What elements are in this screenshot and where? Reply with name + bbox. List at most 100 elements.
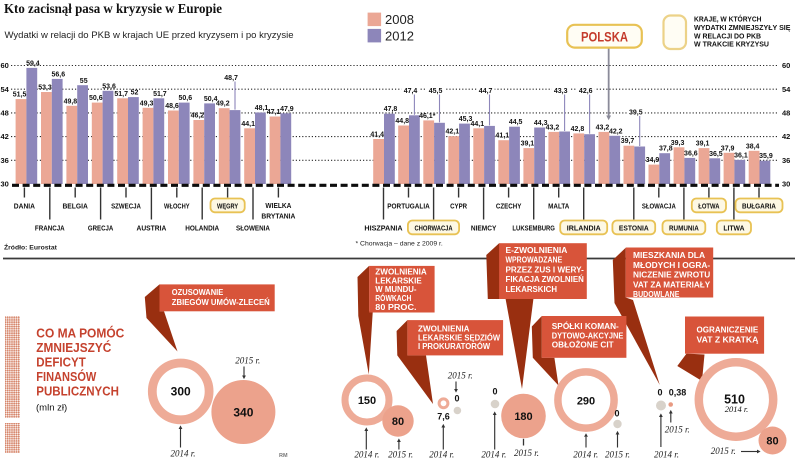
svg-text:2014 r.: 2014 r.: [170, 449, 195, 459]
svg-text:80: 80: [392, 416, 404, 428]
svg-text:CHORWACJA: CHORWACJA: [414, 226, 452, 233]
svg-text:48: 48: [782, 109, 790, 118]
svg-text:2015 r.: 2015 r.: [711, 446, 736, 456]
svg-text:30: 30: [782, 180, 790, 189]
svg-text:30: 30: [1, 180, 9, 189]
svg-text:48,6: 48,6: [165, 103, 179, 110]
svg-text:2015 r.: 2015 r.: [514, 448, 539, 458]
svg-text:DYTOWO-AKCYJNE: DYTOWO-AKCYJNE: [552, 331, 624, 340]
svg-text:0: 0: [614, 409, 619, 419]
svg-text:80: 80: [766, 435, 778, 447]
svg-text:2008: 2008: [385, 12, 414, 27]
svg-text:ŁOTWA: ŁOTWA: [698, 204, 719, 211]
svg-text:FINANSÓW: FINANSÓW: [36, 369, 97, 384]
svg-text:WPROWADZANE: WPROWADZANE: [506, 256, 563, 265]
svg-text:WĘGRY: WĘGRY: [217, 204, 238, 211]
svg-text:SZWECJA: SZWECJA: [111, 204, 141, 211]
svg-text:ESTONIA: ESTONIA: [619, 226, 649, 233]
svg-text:38,4: 38,4: [746, 143, 760, 150]
svg-text:39,5: 39,5: [629, 110, 643, 117]
svg-text:2012: 2012: [385, 28, 414, 43]
svg-text:45,3: 45,3: [459, 116, 473, 123]
svg-text:2015 r.: 2015 r.: [388, 450, 413, 460]
svg-text:2015 r.: 2015 r.: [665, 425, 690, 435]
svg-text:46,1*: 46,1*: [419, 113, 436, 120]
svg-text:43,3: 43,3: [554, 88, 568, 95]
svg-text:OGRANICZENIE: OGRANICZENIE: [697, 326, 759, 335]
svg-text:37,9: 37,9: [721, 145, 735, 152]
svg-text:(mln zł): (mln zł): [36, 403, 67, 414]
svg-text:45,5: 45,5: [429, 88, 443, 95]
svg-text:35,9: 35,9: [759, 153, 773, 160]
svg-text:47,4: 47,4: [404, 88, 418, 95]
svg-text:54: 54: [1, 85, 10, 94]
svg-text:HISZPANIA: HISZPANIA: [364, 226, 402, 233]
svg-text:0,38: 0,38: [669, 388, 687, 398]
svg-text:WŁOCHY: WŁOCHY: [164, 204, 190, 211]
svg-text:55: 55: [80, 78, 88, 85]
svg-text:ZMNIEJSZYĆ: ZMNIEJSZYĆ: [36, 340, 111, 355]
svg-text:OBŁOŻONE CIT: OBŁOŻONE CIT: [552, 341, 614, 350]
svg-text:42: 42: [1, 132, 9, 141]
svg-text:BUDOWLANE: BUDOWLANE: [633, 290, 679, 299]
svg-text:510: 510: [724, 393, 745, 407]
svg-text:51,5: 51,5: [13, 92, 27, 99]
svg-text:44,1: 44,1: [241, 121, 255, 128]
svg-text:0: 0: [492, 387, 497, 397]
svg-text:CYPR: CYPR: [450, 204, 467, 211]
svg-text:52: 52: [131, 90, 139, 97]
svg-text:SPÓŁKI KOMAN-: SPÓŁKI KOMAN-: [552, 322, 619, 331]
svg-text:50,4: 50,4: [204, 96, 218, 103]
svg-text:LITWA: LITWA: [723, 226, 744, 233]
svg-text:41,1: 41,1: [496, 133, 510, 140]
svg-text:39,3: 39,3: [671, 140, 685, 147]
svg-text:150: 150: [358, 395, 376, 407]
svg-text:50,6: 50,6: [89, 95, 103, 102]
svg-text:* Chorwacja – dane z 2009 r.: * Chorwacja – dane z 2009 r.: [356, 241, 443, 248]
svg-text:E-ZWOLNIENIA: E-ZWOLNIENIA: [506, 246, 568, 255]
svg-text:39,7: 39,7: [621, 138, 635, 145]
svg-text:FIKACJA ZWOLNIEŃ: FIKACJA ZWOLNIEŃ: [506, 275, 585, 284]
svg-text:MALTA: MALTA: [548, 204, 569, 211]
svg-text:PUBLICZNYCH: PUBLICZNYCH: [36, 384, 119, 399]
svg-text:180: 180: [514, 411, 532, 423]
svg-text:HOLANDIA: HOLANDIA: [185, 226, 219, 233]
svg-text:7,6: 7,6: [437, 412, 450, 422]
svg-text:42,2: 42,2: [609, 128, 623, 135]
svg-text:300: 300: [171, 385, 191, 399]
svg-text:BRYTANIA: BRYTANIA: [261, 214, 295, 221]
svg-text:2014 r.: 2014 r.: [354, 450, 379, 460]
svg-text:BUŁGARIA: BUŁGARIA: [742, 204, 776, 211]
svg-text:34,9: 34,9: [646, 157, 660, 164]
svg-text:2014 r.: 2014 r.: [654, 450, 679, 460]
svg-text:49,3: 49,3: [140, 100, 154, 107]
svg-text:56,6: 56,6: [51, 71, 65, 78]
svg-text:46,2: 46,2: [191, 113, 205, 120]
svg-text:43,2: 43,2: [546, 124, 560, 131]
svg-text:37,8: 37,8: [659, 146, 673, 153]
svg-text:2014 r.: 2014 r.: [429, 450, 454, 460]
svg-text:I PROKURATORÓW: I PROKURATORÓW: [418, 342, 491, 351]
svg-text:W MUNDU-: W MUNDU-: [375, 285, 417, 294]
svg-text:CO MA POMÓC: CO MA POMÓC: [36, 326, 124, 341]
svg-text:47,9: 47,9: [280, 106, 294, 113]
svg-text:53,6: 53,6: [102, 83, 116, 90]
svg-text:2015 r.: 2015 r.: [605, 450, 630, 460]
svg-text:NIEMCY: NIEMCY: [471, 226, 497, 233]
svg-text:2015 r.: 2015 r.: [448, 371, 473, 381]
svg-text:LUKSEMBURG: LUKSEMBURG: [512, 226, 555, 233]
svg-text:WIELKA: WIELKA: [265, 203, 291, 210]
svg-text:51,7: 51,7: [114, 91, 128, 98]
svg-text:42,8: 42,8: [571, 126, 585, 133]
svg-text:39,1: 39,1: [696, 141, 710, 148]
svg-text:ZWOLNIENIA: ZWOLNIENIA: [375, 268, 427, 277]
svg-text:44,5: 44,5: [509, 119, 523, 126]
svg-text:MŁODYCH I OGRA-: MŁODYCH I OGRA-: [633, 261, 711, 270]
svg-text:2015 r.: 2015 r.: [235, 356, 260, 366]
svg-text:RM: RM: [279, 453, 288, 459]
svg-text:POLSKA: POLSKA: [581, 30, 628, 45]
svg-text:41,4: 41,4: [370, 131, 384, 138]
svg-text:42: 42: [782, 132, 790, 141]
svg-text:VAT Z KRATKĄ: VAT Z KRATKĄ: [697, 336, 759, 345]
svg-text:48: 48: [1, 109, 9, 118]
